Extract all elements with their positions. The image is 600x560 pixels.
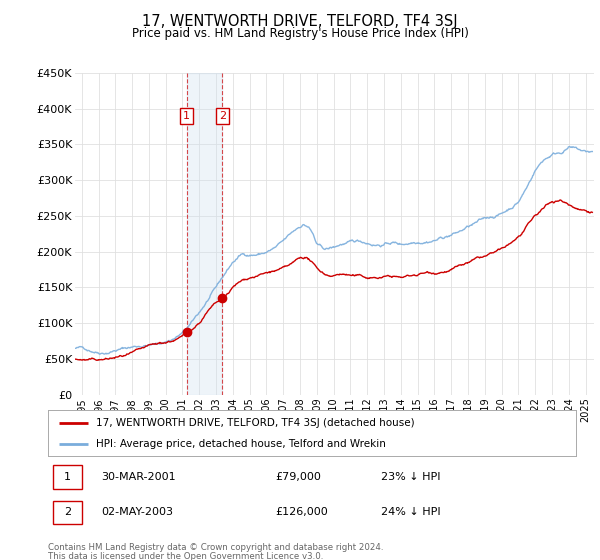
Text: 17, WENTWORTH DRIVE, TELFORD, TF4 3SJ (detached house): 17, WENTWORTH DRIVE, TELFORD, TF4 3SJ (d… bbox=[95, 418, 414, 428]
Text: 2: 2 bbox=[219, 111, 226, 121]
Text: Contains HM Land Registry data © Crown copyright and database right 2024.: Contains HM Land Registry data © Crown c… bbox=[48, 543, 383, 552]
Text: 2: 2 bbox=[64, 507, 71, 517]
Text: 30-MAR-2001: 30-MAR-2001 bbox=[101, 472, 175, 482]
Text: HPI: Average price, detached house, Telford and Wrekin: HPI: Average price, detached house, Telf… bbox=[95, 439, 385, 449]
Text: 1: 1 bbox=[64, 472, 71, 482]
Text: 23% ↓ HPI: 23% ↓ HPI bbox=[380, 472, 440, 482]
FancyBboxPatch shape bbox=[53, 465, 82, 489]
Text: This data is licensed under the Open Government Licence v3.0.: This data is licensed under the Open Gov… bbox=[48, 552, 323, 560]
Text: 02-MAY-2003: 02-MAY-2003 bbox=[101, 507, 173, 517]
Text: 24% ↓ HPI: 24% ↓ HPI bbox=[380, 507, 440, 517]
Text: Price paid vs. HM Land Registry's House Price Index (HPI): Price paid vs. HM Land Registry's House … bbox=[131, 27, 469, 40]
Text: 17, WENTWORTH DRIVE, TELFORD, TF4 3SJ: 17, WENTWORTH DRIVE, TELFORD, TF4 3SJ bbox=[142, 14, 458, 29]
FancyBboxPatch shape bbox=[53, 501, 82, 524]
Text: £126,000: £126,000 bbox=[275, 507, 328, 517]
Text: £79,000: £79,000 bbox=[275, 472, 321, 482]
Text: 1: 1 bbox=[183, 111, 190, 121]
Bar bbox=[187, 73, 223, 395]
